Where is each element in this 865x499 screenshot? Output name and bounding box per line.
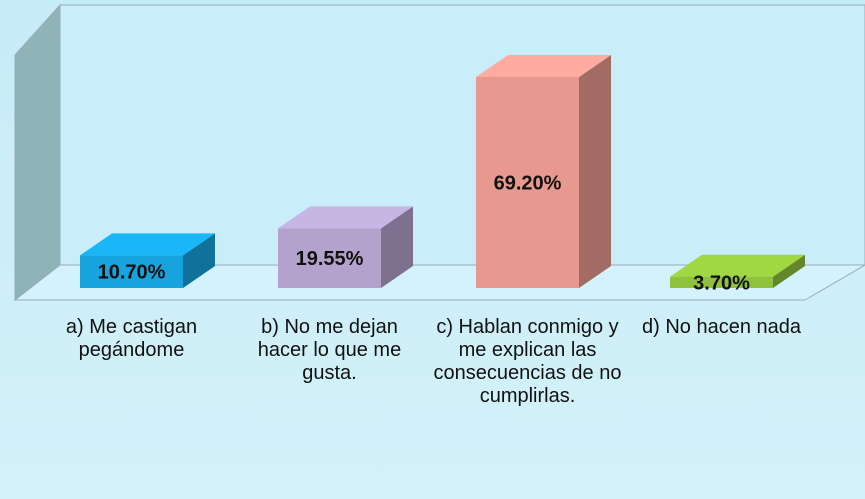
side-wall — [14, 3, 61, 302]
category-label: d) No hacen nada — [641, 316, 801, 338]
floor — [13, 264, 865, 301]
bar — [670, 276, 773, 288]
category-label: a) Me castigan pegándome — [65, 316, 198, 361]
back-wall — [59, 4, 865, 266]
bar-side — [381, 206, 413, 288]
value-label: 69.20% — [494, 172, 562, 194]
bar-top — [670, 254, 805, 277]
bar-top — [476, 54, 611, 77]
category-label: b) No me dejan hacer lo que me gusta. — [257, 316, 402, 384]
bar-side — [773, 254, 805, 288]
value-label: 3.70% — [693, 272, 750, 294]
value-label: 19.55% — [296, 248, 364, 270]
value-label: 10.70% — [98, 262, 166, 284]
bar-side — [579, 54, 611, 288]
bar — [476, 76, 579, 288]
bar-top — [278, 206, 413, 229]
bar-top — [80, 233, 215, 256]
category-label: c) Hablan conmigo y me explican las cons… — [433, 316, 622, 407]
bar — [278, 228, 381, 288]
bar-side — [183, 233, 215, 288]
bar — [80, 255, 183, 288]
